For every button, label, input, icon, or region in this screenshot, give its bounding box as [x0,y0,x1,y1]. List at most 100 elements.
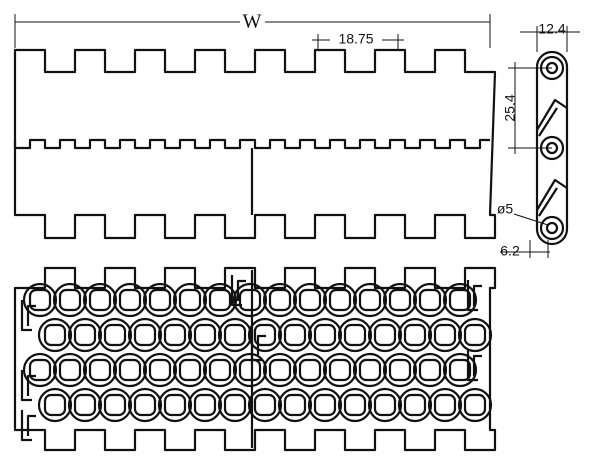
cell [28,288,52,312]
cell [88,358,112,382]
cell-ring [322,282,358,318]
cell-ring [82,352,118,388]
width-label: W [243,11,262,33]
cell [418,358,442,382]
hole-label: ø5 [497,201,514,217]
cell [103,393,127,417]
cell [448,288,472,312]
cell [373,393,397,417]
cell-ring [217,387,253,423]
cell [133,323,157,347]
cell-ring [307,317,343,353]
cell [268,288,292,312]
cell-ring [187,387,223,423]
cell-ring [307,387,343,423]
cell [73,323,97,347]
top-view [13,48,497,240]
cell-ring [382,352,418,388]
cell-ring [322,352,358,388]
cell [373,323,397,347]
cell [118,358,142,382]
cell [343,393,367,417]
cell-ring [22,352,58,388]
cell-ring [367,387,403,423]
cell [43,393,67,417]
cell [148,288,172,312]
cell [43,323,67,347]
cell-ring [262,352,298,388]
cell [163,323,187,347]
cell [433,323,457,347]
clip [20,370,36,402]
clip [466,350,482,382]
clip [20,300,36,332]
module-joint [13,138,490,150]
cell-ring [112,352,148,388]
cell-ring [427,317,463,353]
cell-ring [157,387,193,423]
dimensions: W 18.75 12.4 25.4 ø5 6.2 [14,11,580,259]
cell [28,358,52,382]
cell [88,288,112,312]
cell [463,323,487,347]
cell-ring [337,317,373,353]
cell [58,288,82,312]
offset-label: 6.2 [500,243,520,259]
cell-ring [262,282,298,318]
cell-ring [292,352,328,388]
cell [403,323,427,347]
cell-ring [187,317,223,353]
cell [253,323,277,347]
cell-ring [52,282,88,318]
cell-ring [427,387,463,423]
clip [466,280,482,312]
cell [163,393,187,417]
cell-ring [337,387,373,423]
cell [313,323,337,347]
cell-ring [202,282,238,318]
cell-ring [247,387,283,423]
cell-ring [277,387,313,423]
cell-ring [67,317,103,353]
cell [328,358,352,382]
cell-ring [367,317,403,353]
cell [418,288,442,312]
cell [388,358,412,382]
cell-ring [277,317,313,353]
cell [238,288,262,312]
cell-ring [412,352,448,388]
cell [178,288,202,312]
link-hinge [536,98,568,137]
bottom-view [13,266,497,452]
cell-ring [202,352,238,388]
thickness-label: 12.4 [538,21,565,37]
cell-ring [172,352,208,388]
cell [358,358,382,382]
cell [193,323,217,347]
cell [238,358,262,382]
cell-ring [292,282,328,318]
cell-ring [442,282,478,318]
cell [298,288,322,312]
cell-ring [442,352,478,388]
cell-ring [82,282,118,318]
cell [313,393,337,417]
cell [148,358,172,382]
cell [448,358,472,382]
cell-ring [382,282,418,318]
cell [223,323,247,347]
cell [208,288,232,312]
cell [433,393,457,417]
cell-ring [52,352,88,388]
cell [388,288,412,312]
cell-ring [127,317,163,353]
cell [328,288,352,312]
cell [403,393,427,417]
cell [283,393,307,417]
cell-ring [397,317,433,353]
cell [58,358,82,382]
top-outline [13,48,497,240]
cell-ring [247,317,283,353]
cell [103,323,127,347]
